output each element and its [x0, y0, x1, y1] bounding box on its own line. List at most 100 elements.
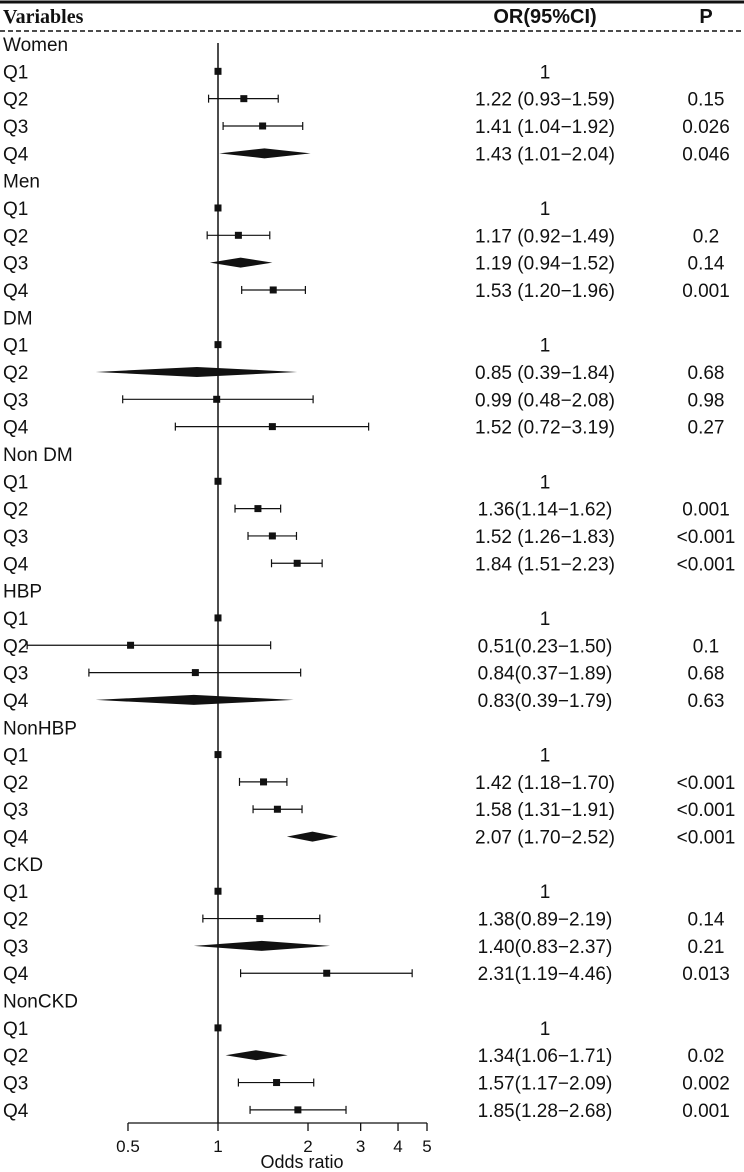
row-label: Q3 — [3, 664, 28, 685]
or-ci-value: 0.83(0.39−1.79) — [478, 691, 613, 712]
row-label: Q3 — [3, 390, 28, 411]
or-ci-value: 1 — [540, 609, 551, 630]
or-ci-value: 1.43 (1.01−2.04) — [475, 144, 615, 165]
or-ci-value: 1.57(1.17−2.09) — [478, 1074, 613, 1095]
or-ci-value: 1.34(1.06−1.71) — [478, 1046, 613, 1067]
row-label: Q3 — [3, 527, 28, 548]
marks-layer — [26, 43, 413, 1123]
diamond-mark — [95, 366, 298, 377]
row-label: Q3 — [3, 1074, 28, 1095]
or-point-square — [269, 286, 277, 294]
or-ci-value: 0.51(0.23−1.50) — [478, 636, 613, 657]
row-label: Q1 — [3, 746, 28, 767]
or-ci-value: 0.84(0.37−1.89) — [478, 664, 613, 685]
x-tick-label: 3 — [356, 1137, 365, 1156]
p-value: 0.001 — [682, 281, 730, 302]
header-or-ci: OR(95%CI) — [493, 6, 596, 28]
group-label: NonHBP — [3, 718, 77, 739]
or-point-square — [294, 1106, 302, 1114]
p-value: 0.98 — [688, 390, 725, 411]
p-value: 0.68 — [688, 363, 725, 384]
p-value: <0.001 — [677, 800, 736, 821]
group-label: Non DM — [3, 445, 73, 466]
or-point-square — [293, 559, 301, 567]
group-label: DM — [3, 308, 33, 329]
or-ci-value: 1.42 (1.18−1.70) — [475, 773, 615, 794]
row-label: Q2 — [3, 226, 28, 247]
row-label: Q1 — [3, 882, 28, 903]
x-tick-label: 4 — [393, 1137, 402, 1156]
p-value: 0.27 — [688, 418, 725, 439]
row-label: Q2 — [3, 363, 28, 384]
group-label: HBP — [3, 582, 42, 603]
or-point-square — [259, 122, 267, 130]
group-label: NonCKD — [3, 992, 78, 1013]
row-label: Q2 — [3, 90, 28, 111]
row-label: Q4 — [3, 691, 29, 712]
p-value: 0.02 — [688, 1046, 725, 1067]
p-value: 0.046 — [682, 144, 730, 165]
p-value: 0.001 — [682, 1101, 730, 1122]
p-value: 0.14 — [688, 910, 725, 931]
or-ci-value: 1.84 (1.51−2.23) — [475, 554, 615, 575]
p-value: 0.21 — [688, 937, 725, 958]
p-value: 0.63 — [688, 691, 725, 712]
row-label: Q4 — [3, 418, 29, 439]
or-point-square — [127, 641, 135, 649]
x-tick-label: 0.5 — [116, 1137, 140, 1156]
or-ci-value: 1.52 (1.26−1.83) — [475, 527, 615, 548]
or-point-square — [254, 505, 262, 513]
or-ci-value: 1.17 (0.92−1.49) — [475, 226, 615, 247]
row-label: Q1 — [3, 336, 28, 357]
row-label: Q2 — [3, 773, 28, 794]
header-variables: Variables — [3, 6, 84, 28]
row-label: Q4 — [3, 554, 29, 575]
or-ci-value: 1 — [540, 199, 551, 220]
row-label: Q4 — [3, 1101, 29, 1122]
p-value: 0.68 — [688, 664, 725, 685]
or-ci-value: 0.85 (0.39−1.84) — [475, 363, 615, 384]
p-value: <0.001 — [677, 828, 736, 849]
p-value: 0.14 — [688, 254, 725, 275]
or-ci-value: 1.22 (0.93−1.59) — [475, 90, 615, 111]
diamond-mark — [95, 694, 294, 705]
x-tick-label: 1 — [213, 1137, 222, 1156]
group-label: Men — [3, 172, 40, 193]
rows-layer: Women Q1 1 Q2 1.22 (0.93−1.59) 0.15 Q3 1.41 (1.… — [3, 35, 735, 1122]
row-label: Q4 — [3, 144, 29, 165]
row-label: Q4 — [3, 964, 29, 985]
x-tick-label: 5 — [422, 1137, 431, 1156]
p-value: 0.013 — [682, 964, 730, 985]
or-point-square — [273, 805, 281, 813]
or-ci-value: 2.31(1.19−4.46) — [478, 964, 613, 985]
or-ci-value: 1.41 (1.04−1.92) — [475, 117, 615, 138]
x-tick-label: 2 — [303, 1137, 312, 1156]
row-label: Q3 — [3, 800, 28, 821]
or-ci-value: 1 — [540, 62, 551, 83]
or-ci-value: 2.07 (1.70−2.52) — [475, 828, 615, 849]
or-ci-value: 1 — [540, 882, 551, 903]
p-value: 0.1 — [693, 636, 719, 657]
row-label: Q3 — [3, 254, 28, 275]
or-ci-value: 1.85(1.28−2.68) — [478, 1101, 613, 1122]
row-label: Q1 — [3, 472, 28, 493]
or-point-square — [240, 95, 248, 103]
row-label: Q4 — [3, 281, 29, 302]
row-label: Q4 — [3, 828, 29, 849]
or-ci-value: 1.38(0.89−2.19) — [478, 910, 613, 931]
row-label: Q1 — [3, 1019, 28, 1040]
or-ci-value: 1.36(1.14−1.62) — [478, 500, 613, 521]
row-label: Q2 — [3, 1046, 28, 1067]
row-label: Q2 — [3, 636, 28, 657]
or-point-square — [256, 915, 264, 923]
or-point-square — [273, 1079, 281, 1087]
row-label: Q2 — [3, 910, 28, 931]
group-label: CKD — [3, 855, 43, 876]
diamond-mark — [209, 257, 273, 268]
p-value: <0.001 — [677, 527, 736, 548]
group-label: Women — [3, 35, 68, 56]
or-point-square — [191, 669, 199, 677]
or-ci-value: 1 — [540, 472, 551, 493]
diamond-mark — [286, 831, 339, 842]
